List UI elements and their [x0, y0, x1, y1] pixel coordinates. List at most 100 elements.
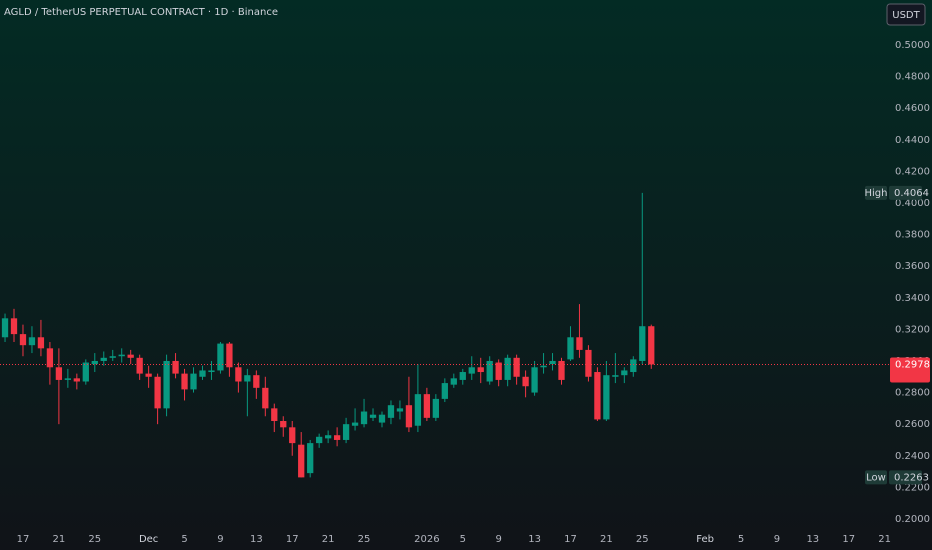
candle-body [307, 443, 314, 474]
candle-body [190, 373, 197, 390]
candle-body [648, 326, 655, 365]
y-tick-label: 0.3200 [895, 324, 930, 335]
candle-body [46, 348, 54, 368]
chart-title: AGLD / TetherUS PERPETUAL CONTRACT · 1D … [4, 7, 278, 18]
x-tick-label: 17 [564, 534, 577, 545]
candle-body [1, 318, 9, 338]
candle-body [450, 378, 457, 385]
y-tick-label: 0.2400 [895, 451, 930, 462]
y-tick-label: 0.3600 [895, 261, 930, 272]
candle-body [109, 356, 116, 358]
candle-body [558, 360, 565, 380]
candle-body [199, 370, 206, 377]
last-price-label: 0.2978 [895, 359, 930, 370]
high_marker-value: 0.4064 [894, 188, 929, 199]
candle-body [181, 373, 188, 390]
candle-body [73, 378, 80, 382]
candle-body [100, 357, 107, 361]
candle-body [19, 334, 27, 346]
y-tick-label: 0.2600 [895, 419, 930, 430]
candle-body [504, 357, 511, 380]
candle-body [522, 376, 529, 387]
x-tick-label: 17 [842, 534, 855, 545]
y-tick-label: 0.3400 [895, 293, 930, 304]
y-tick-label: 0.4800 [895, 72, 930, 83]
candle-body [244, 375, 251, 382]
candle-body [414, 394, 422, 426]
candle-body [262, 387, 269, 409]
candle-body [280, 420, 287, 428]
x-tick-label: 5 [738, 534, 744, 545]
x-tick-label: 13 [250, 534, 263, 545]
candle-body [423, 394, 431, 418]
candle-body [396, 408, 404, 412]
candle-body [82, 362, 89, 382]
candle-body [486, 360, 493, 382]
candle-body [387, 405, 395, 418]
candle-body [621, 370, 628, 376]
low_marker-name-box [865, 470, 887, 485]
y-tick-label: 0.2800 [895, 388, 930, 399]
candle-body [127, 354, 134, 358]
candle-body [549, 360, 556, 365]
candle-body [477, 367, 484, 373]
candle-body [163, 360, 170, 409]
candle-body [585, 349, 592, 377]
candle-body [513, 357, 520, 377]
x-tick-label: 5 [181, 534, 187, 545]
candle-body [567, 337, 574, 360]
high_marker-value-box [889, 185, 922, 200]
candle-body [235, 367, 242, 382]
x-tick-label: 25 [358, 534, 371, 545]
last-price-tag [890, 357, 930, 383]
candle-body [145, 373, 152, 377]
candle-body [459, 372, 466, 380]
y-tick-label: 0.4200 [895, 166, 930, 177]
x-tick-label: 9 [495, 534, 501, 545]
x-tick-label: 21 [600, 534, 613, 545]
candle-body [630, 359, 637, 373]
y-tick-label: 0.2000 [895, 514, 930, 525]
candle-body [540, 365, 547, 368]
candle-body [136, 357, 143, 374]
x-tick-label: 13 [806, 534, 819, 545]
y-tick-label: 0.4000 [895, 198, 930, 209]
candle-body [154, 376, 161, 409]
candle-body [289, 427, 296, 444]
high_marker-name: High [865, 188, 888, 199]
candle-body [360, 411, 368, 425]
candle-body [603, 375, 610, 420]
candle-body [118, 354, 125, 357]
low_marker-value-box [889, 470, 922, 485]
candle-body [271, 408, 278, 421]
candle-body [217, 343, 224, 371]
candle-body [441, 383, 448, 399]
candle-body [91, 360, 98, 365]
candle-body [594, 372, 601, 420]
x-tick-label: 25 [636, 534, 649, 545]
candle-body [226, 343, 233, 368]
y-tick-label: 0.3800 [895, 230, 930, 241]
y-tick-label: 0.4400 [895, 135, 930, 146]
candle-body [351, 422, 359, 426]
candle-body [37, 337, 45, 349]
candle-body [369, 414, 377, 418]
currency-label[interactable]: USDT [892, 10, 920, 21]
candle-body [324, 435, 332, 439]
x-tick-label: 13 [528, 534, 541, 545]
x-tick-label: 21 [53, 534, 66, 545]
candle-body [10, 318, 18, 335]
x-tick-label: 17 [17, 534, 30, 545]
candle-body [333, 435, 341, 440]
y-tick-label: 0.5000 [895, 40, 930, 51]
x-tick-label: 9 [774, 534, 780, 545]
x-tick-label: 9 [217, 534, 223, 545]
candle-body [405, 405, 413, 428]
candle-body [253, 375, 260, 388]
currency-button[interactable] [886, 3, 926, 26]
x-tick-label: 2026 [414, 534, 439, 545]
candle-body [208, 370, 215, 373]
